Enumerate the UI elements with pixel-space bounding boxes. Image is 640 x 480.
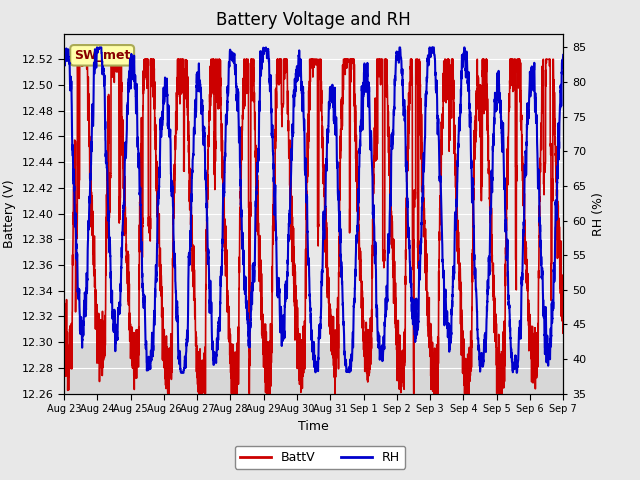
- Bar: [64, 342, 563, 394]
- Title: Battery Voltage and RH: Battery Voltage and RH: [216, 11, 411, 29]
- X-axis label: Time: Time: [298, 420, 329, 432]
- Legend: BattV, RH: BattV, RH: [235, 446, 405, 469]
- Text: SW_met: SW_met: [74, 49, 131, 62]
- Y-axis label: Battery (V): Battery (V): [3, 180, 16, 248]
- Y-axis label: RH (%): RH (%): [592, 192, 605, 236]
